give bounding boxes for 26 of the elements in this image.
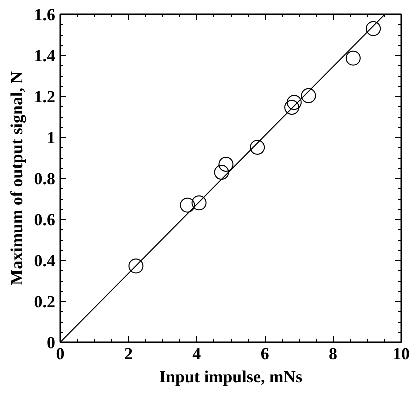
point	[180, 198, 196, 213]
point	[346, 50, 361, 66]
point	[250, 140, 266, 156]
point	[128, 258, 144, 274]
point	[192, 196, 207, 211]
y-tick-label: 0.4	[34, 252, 56, 270]
y-tick-label: 1.4	[34, 46, 56, 66]
y-tick-label: 0.6	[34, 210, 56, 230]
x-tick-label: 4	[192, 344, 202, 364]
y-tick-label: 1.6	[34, 6, 56, 24]
point	[218, 157, 234, 172]
y-tick-label: 1.2	[34, 88, 56, 106]
x-tick-label: 10	[393, 344, 410, 364]
y-tick-label: 0.2	[34, 292, 56, 312]
point	[214, 165, 230, 180]
y-tick-label: 1	[47, 128, 56, 148]
x-axis-title: Input impulse, mNs	[159, 368, 303, 386]
x-tick-label: 6	[260, 344, 270, 364]
y-tick-label: 0.8	[34, 170, 56, 188]
x-tick-label: 8	[329, 344, 338, 364]
x-tick-label: 2	[124, 344, 133, 364]
point	[284, 100, 300, 116]
point	[286, 95, 302, 110]
y-axis-title: Maximum of output signal, N	[7, 70, 26, 286]
point	[366, 21, 382, 36]
point	[301, 88, 316, 104]
